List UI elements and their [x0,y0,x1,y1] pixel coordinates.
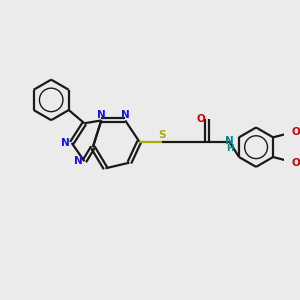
Text: N: N [97,110,106,120]
Text: O: O [291,127,300,137]
Text: N: N [61,138,70,148]
Text: N: N [74,156,82,166]
Text: H: H [226,144,233,153]
Text: N: N [121,110,130,120]
Text: O: O [196,114,205,124]
Text: O: O [291,158,300,168]
Text: S: S [158,130,166,140]
Text: N: N [225,136,234,146]
